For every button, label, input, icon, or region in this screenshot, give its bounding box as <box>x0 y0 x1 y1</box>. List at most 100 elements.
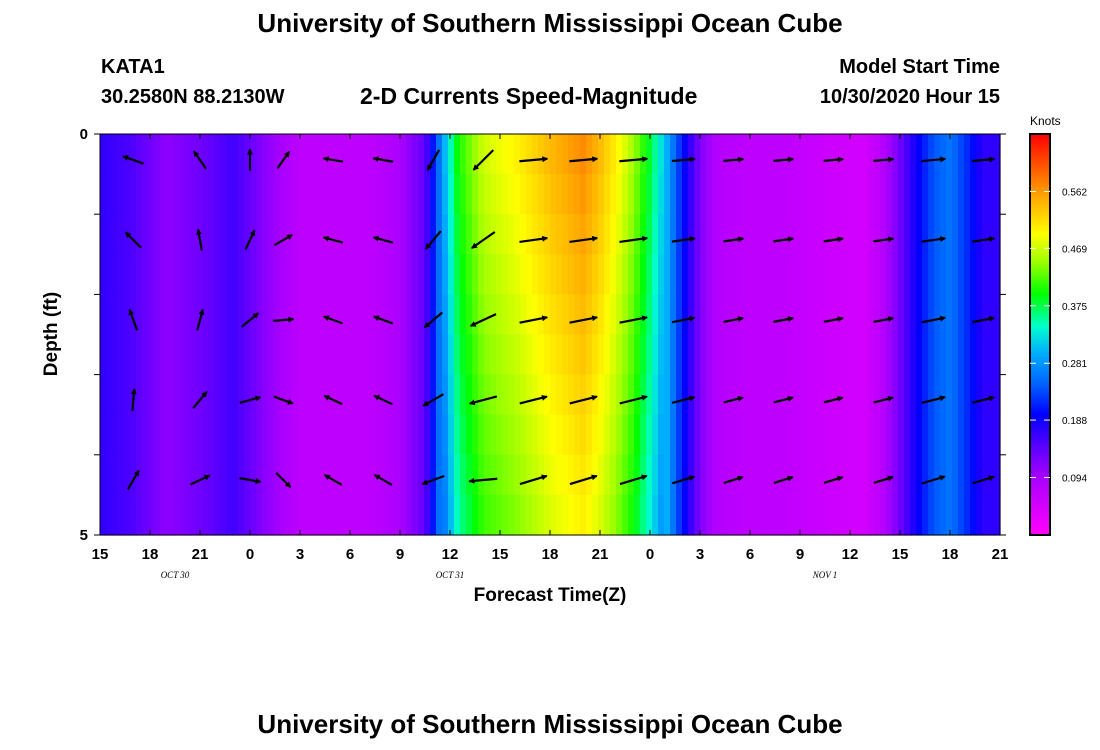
heatmap-cell <box>172 414 179 456</box>
heatmap-cell <box>412 374 419 416</box>
heatmap-cell <box>472 494 479 536</box>
heatmap-cell <box>694 414 701 456</box>
heatmap-cell <box>160 454 167 496</box>
x-tick-label: 9 <box>796 546 804 563</box>
heatmap-cell <box>364 294 371 336</box>
heatmap-cell <box>424 294 431 336</box>
heatmap-cell <box>922 374 929 416</box>
heatmap-cell <box>178 414 185 456</box>
current-vector-arrow <box>519 235 549 244</box>
heatmap-cell <box>718 414 725 456</box>
heatmap-cell <box>364 454 371 496</box>
heatmap-cell <box>640 214 647 255</box>
heatmap-cell <box>304 294 311 336</box>
heatmap-cell <box>868 214 875 255</box>
heatmap-cell <box>160 414 167 456</box>
current-vector-arrow <box>921 475 946 485</box>
heatmap-cell <box>520 454 527 496</box>
heatmap-cell <box>826 374 833 416</box>
heatmap-cell <box>736 294 743 336</box>
heatmap-cell <box>424 134 431 175</box>
heatmap-cell <box>358 294 365 336</box>
heatmap-cell <box>232 134 239 175</box>
heatmap-cell <box>760 334 767 376</box>
heatmap-cell <box>448 374 455 416</box>
heatmap-cell <box>970 414 977 456</box>
heatmap-cell <box>208 414 215 456</box>
heatmap-cell <box>790 174 797 215</box>
heatmap-cell <box>328 494 335 536</box>
heatmap-cell <box>862 454 869 496</box>
heatmap-cell <box>982 254 989 295</box>
current-vector-arrow <box>723 475 744 484</box>
heatmap-cell <box>772 494 779 536</box>
current-vector-arrow <box>373 394 393 406</box>
heatmap-cell <box>412 174 419 215</box>
heatmap-cell <box>874 174 881 215</box>
heatmap-cell <box>592 374 599 416</box>
colorbar-tick-label: 0.094 <box>1062 474 1087 485</box>
heatmap-cell <box>574 494 581 536</box>
heatmap-cell <box>508 254 515 295</box>
heatmap-cell <box>940 494 947 536</box>
current-vector-arrow <box>372 156 394 163</box>
heatmap-cell <box>202 454 209 496</box>
heatmap-cell <box>190 414 197 456</box>
heatmap-cell <box>496 214 503 255</box>
heatmap-cell <box>412 214 419 255</box>
heatmap-cell <box>532 454 539 496</box>
current-vector-arrow <box>130 388 137 411</box>
heatmap-cell <box>556 134 563 175</box>
heatmap-cell <box>358 454 365 496</box>
heatmap-cell <box>928 374 935 416</box>
heatmap-cell <box>460 254 467 295</box>
heatmap-cell <box>664 334 671 376</box>
heatmap-cell <box>166 134 173 175</box>
heatmap-cell <box>718 454 725 496</box>
heatmap-cell <box>388 254 395 295</box>
heatmap-cell <box>652 174 659 215</box>
heatmap-cell <box>844 214 851 255</box>
heatmap-cell <box>982 454 989 496</box>
heatmap-cell <box>742 134 749 175</box>
heatmap-cell <box>256 414 263 456</box>
heatmap-cell <box>538 214 545 255</box>
heatmap-cell <box>100 214 107 255</box>
heatmap-cell <box>922 494 929 536</box>
heatmap-cell <box>466 134 473 175</box>
heatmap-cell <box>508 494 515 536</box>
heatmap-cell <box>136 494 143 536</box>
heatmap-cell <box>466 454 473 496</box>
current-vector-arrow <box>873 156 895 163</box>
heatmap-cell <box>118 414 125 456</box>
heatmap-cell <box>652 214 659 255</box>
heatmap-cell <box>730 414 737 456</box>
heatmap-cell <box>604 374 611 416</box>
heatmap-cell <box>952 374 959 416</box>
heatmap-cell <box>256 294 263 336</box>
heatmap-cell <box>712 174 719 215</box>
heatmap-cell <box>934 454 941 496</box>
heatmap-cell <box>610 294 617 336</box>
heatmap-cell <box>304 454 311 496</box>
heatmap-cell <box>424 254 431 295</box>
colorbar-tick-label: 0.562 <box>1062 187 1087 198</box>
heatmap-cell <box>742 334 749 376</box>
heatmap-cell <box>406 494 413 536</box>
heatmap-cell <box>208 134 215 175</box>
heatmap-cell <box>868 414 875 456</box>
heatmap-cell <box>700 414 707 456</box>
heatmap-cell <box>652 294 659 336</box>
heatmap-cell <box>352 254 359 295</box>
heatmap-cell <box>514 174 521 215</box>
heatmap-cell <box>484 294 491 336</box>
heatmap-cell <box>460 374 467 416</box>
station-coordinates: 30.2580N 88.2130W <box>101 86 285 108</box>
heatmap-cell <box>268 174 275 215</box>
current-vector-arrow <box>672 475 696 485</box>
heatmap-cell <box>424 174 431 215</box>
heatmap-cell <box>670 214 677 255</box>
heatmap-cell <box>820 374 827 416</box>
heatmap-cell <box>346 414 353 456</box>
heatmap-cell <box>142 454 149 496</box>
